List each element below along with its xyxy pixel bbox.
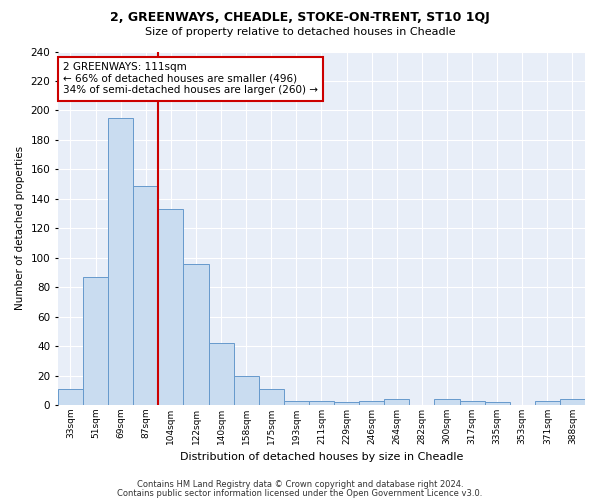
Bar [460, 400, 485, 405]
Bar [108, 118, 133, 405]
Text: 2 GREENWAYS: 111sqm
← 66% of detached houses are smaller (496)
34% of semi-detac: 2 GREENWAYS: 111sqm ← 66% of detached ho… [63, 62, 318, 96]
Text: 2, GREENWAYS, CHEADLE, STOKE-ON-TRENT, ST10 1QJ: 2, GREENWAYS, CHEADLE, STOKE-ON-TRENT, S… [110, 12, 490, 24]
X-axis label: Distribution of detached houses by size in Cheadle: Distribution of detached houses by size … [180, 452, 463, 462]
Text: Size of property relative to detached houses in Cheadle: Size of property relative to detached ho… [145, 27, 455, 37]
Bar [284, 400, 309, 405]
Bar [259, 389, 284, 405]
Bar [334, 402, 359, 405]
Bar [209, 343, 233, 405]
Bar [535, 400, 560, 405]
Bar [58, 389, 83, 405]
Text: Contains public sector information licensed under the Open Government Licence v3: Contains public sector information licen… [118, 488, 482, 498]
Bar [133, 186, 158, 405]
Bar [184, 264, 209, 405]
Bar [359, 400, 384, 405]
Bar [158, 209, 184, 405]
Bar [485, 402, 510, 405]
Bar [384, 399, 409, 405]
Bar [83, 277, 108, 405]
Bar [233, 376, 259, 405]
Bar [560, 399, 585, 405]
Bar [309, 400, 334, 405]
Text: Contains HM Land Registry data © Crown copyright and database right 2024.: Contains HM Land Registry data © Crown c… [137, 480, 463, 489]
Bar [434, 399, 460, 405]
Y-axis label: Number of detached properties: Number of detached properties [15, 146, 25, 310]
